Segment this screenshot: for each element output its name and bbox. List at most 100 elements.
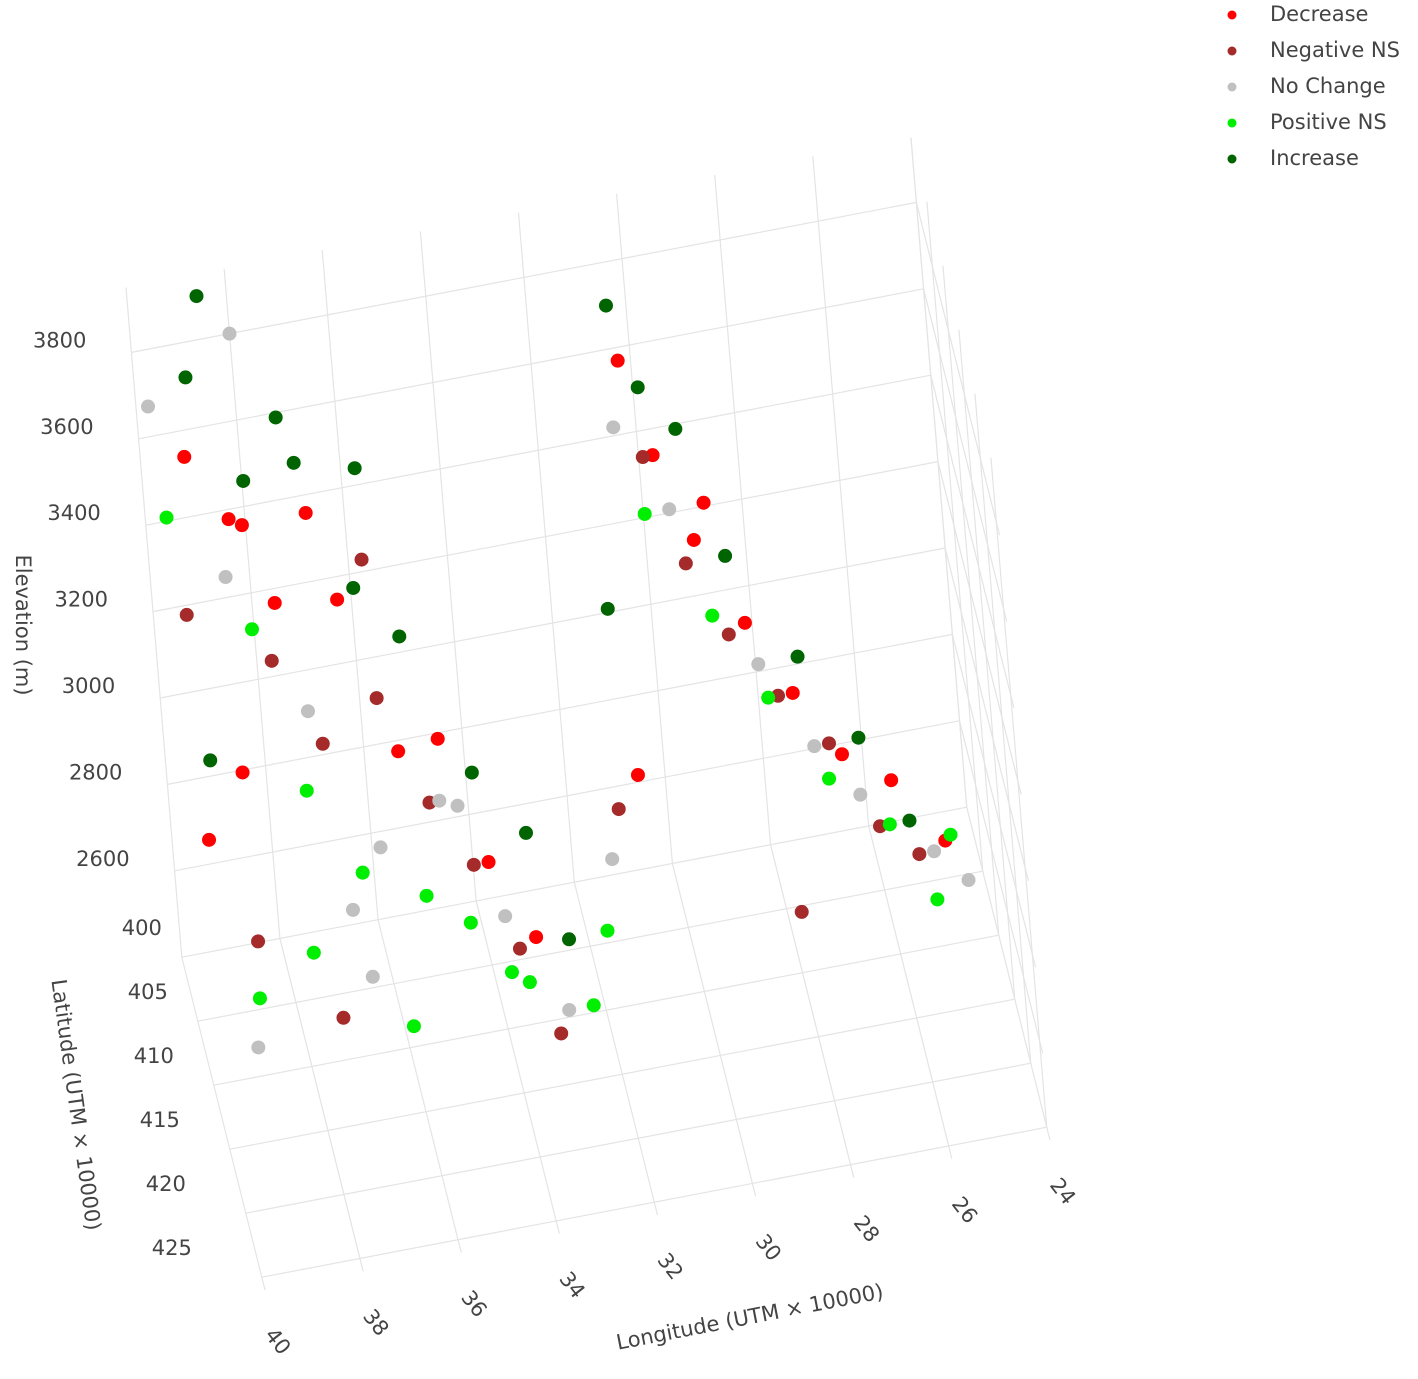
y-tick-label: 415: [140, 1108, 180, 1132]
z-tick-label: 3000: [62, 674, 115, 698]
data-point: [902, 813, 917, 828]
data-point: [179, 607, 194, 622]
data-point: [406, 1019, 421, 1034]
data-point: [678, 556, 693, 571]
grid-line: [671, 863, 757, 1197]
data-point: [737, 615, 752, 630]
z-tick-label: 2600: [76, 847, 129, 871]
data-point: [365, 969, 380, 984]
data-point: [498, 909, 513, 924]
data-point: [961, 873, 976, 888]
x-tick-label: 24: [1045, 1173, 1080, 1209]
grid-line: [812, 156, 870, 826]
data-point: [355, 865, 370, 880]
data-point: [369, 691, 384, 706]
grid-line: [213, 934, 999, 1086]
data-point: [807, 739, 822, 754]
data-point: [354, 552, 369, 567]
grid-line: [966, 807, 1051, 1141]
data-point: [611, 802, 626, 817]
data-point: [637, 506, 652, 521]
data-point: [504, 965, 519, 980]
grid-line: [958, 329, 1016, 1000]
legend-label: Positive NS: [1270, 110, 1387, 134]
data-point: [761, 690, 776, 705]
data-point: [236, 473, 251, 488]
data-point: [222, 326, 237, 341]
grid-line: [229, 998, 1015, 1150]
grid-line: [174, 720, 960, 872]
grid-line: [181, 806, 967, 958]
grid-line: [167, 633, 953, 785]
data-point: [481, 855, 496, 870]
grid-line: [125, 287, 183, 958]
data-point: [221, 512, 236, 527]
data-point: [466, 857, 481, 872]
data-point: [554, 1026, 569, 1041]
legend-label: Increase: [1270, 146, 1359, 170]
data-point: [686, 532, 701, 547]
grid-line: [868, 825, 953, 1159]
z-axis-title: Elevation (m): [11, 554, 35, 695]
data-point: [518, 825, 533, 840]
data-point: [721, 627, 736, 642]
z-tick-label: 3800: [33, 328, 86, 352]
legend-marker: [1227, 118, 1237, 128]
data-point: [463, 915, 478, 930]
data-point: [203, 753, 218, 768]
data-point: [821, 736, 836, 751]
data-point: [790, 649, 805, 664]
y-axis-title: Latitude (UTM × 10000): [46, 978, 105, 1232]
grid-line: [922, 288, 1008, 622]
x-tick-label: 38: [358, 1305, 393, 1341]
z-tick-label: 2800: [69, 760, 122, 784]
data-point: [347, 461, 362, 476]
legend-marker: [1227, 154, 1237, 164]
data-point: [235, 765, 250, 780]
data-point: [662, 502, 677, 517]
data-point: [822, 771, 837, 786]
data-point: [268, 410, 283, 425]
grid-line: [937, 461, 1022, 795]
legend-label: Negative NS: [1270, 38, 1400, 62]
grid-line: [223, 268, 281, 939]
data-point: [391, 744, 406, 759]
data-point: [562, 932, 577, 947]
data-point: [159, 510, 174, 525]
z-tick-label: 3200: [55, 588, 108, 612]
data-point: [252, 991, 267, 1006]
data-point: [705, 608, 720, 623]
legend-marker: [1227, 46, 1237, 56]
data-point: [751, 657, 766, 672]
data-point: [202, 832, 217, 847]
data-point: [306, 945, 321, 960]
data-point: [298, 505, 313, 520]
z-tick-label: 3400: [47, 501, 100, 525]
data-point: [245, 622, 260, 637]
y-tick-label: 400: [122, 916, 162, 940]
data-point: [512, 941, 527, 956]
legend-label: Decrease: [1270, 2, 1368, 26]
data-point: [267, 595, 282, 610]
data-point: [430, 731, 445, 746]
data-point: [785, 685, 800, 700]
x-tick-label: 34: [554, 1267, 589, 1303]
y-tick-label: 425: [152, 1236, 192, 1260]
data-point: [562, 1002, 577, 1017]
legend-label: No Change: [1270, 74, 1386, 98]
data-point: [668, 421, 683, 436]
data-point: [432, 793, 447, 808]
data-point: [529, 930, 544, 945]
grid-line: [517, 212, 575, 883]
grid-line: [926, 201, 984, 872]
data-point: [330, 592, 345, 607]
grid-line: [990, 457, 1048, 1128]
legend-marker: [1227, 10, 1237, 20]
y-tick-label: 420: [146, 1172, 186, 1196]
grid-line: [475, 900, 560, 1234]
data-point: [234, 518, 249, 533]
data-point: [834, 747, 849, 762]
grid-line: [145, 374, 931, 526]
x-tick-label: 30: [751, 1230, 786, 1266]
